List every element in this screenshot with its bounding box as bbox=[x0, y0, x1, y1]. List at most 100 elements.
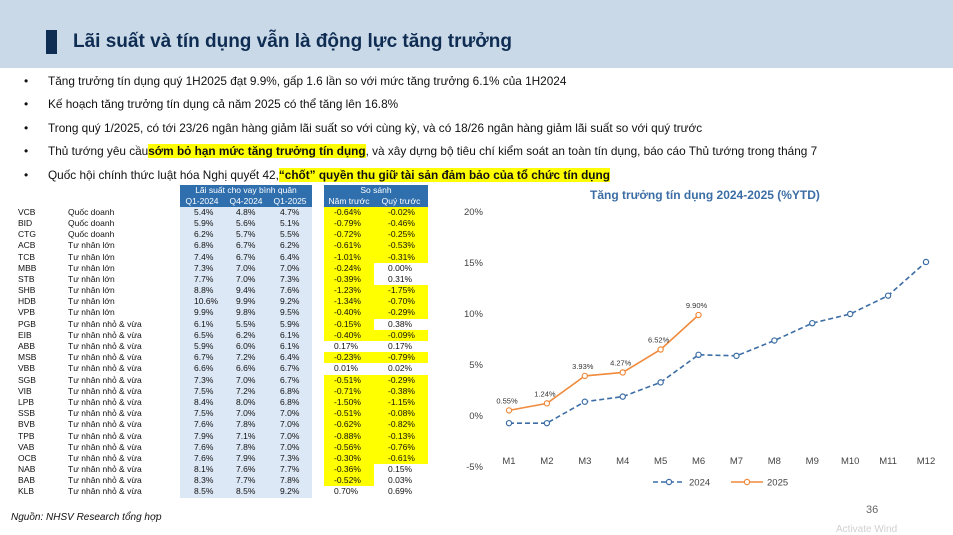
table-cell-rate-q1-2024: 7.4% bbox=[180, 251, 224, 263]
bullet-item: • Thủ tướng yêu cầu sớm bỏ hạn mức tăng … bbox=[24, 140, 924, 164]
table-cell-bank-group: Tư nhân lớn bbox=[68, 251, 115, 262]
x-tick-label: M12 bbox=[917, 456, 935, 467]
table-cell-rate-q1-2025: 9.5% bbox=[268, 307, 312, 319]
bullet-dot-icon: • bbox=[24, 120, 29, 135]
table-cell-bank-code: STB bbox=[18, 273, 35, 284]
table-cell-rate-q1-2024: 8.3% bbox=[180, 475, 224, 487]
table-cell-rate-q1-2025: 7.3% bbox=[268, 452, 312, 465]
bullet-text: Tăng trưởng tín dụng quý 1H2025 đạt 9.9%… bbox=[48, 73, 567, 88]
table-cell-rate-q4-2024: 5.6% bbox=[224, 217, 268, 230]
table-cell-rate-q1-2024: 6.1% bbox=[180, 318, 224, 330]
table-cell-bank-group: Tư nhân nhỏ & vừa bbox=[68, 419, 142, 430]
table-cell-rate-q4-2024: 7.2% bbox=[224, 352, 268, 364]
table-cell-change-qoq: -0.46% bbox=[374, 217, 428, 230]
table-cell-change-qoq: -0.82% bbox=[374, 419, 428, 431]
table-cell-rate-q1-2024: 6.7% bbox=[180, 352, 224, 364]
table-cell-bank-code: TPB bbox=[18, 430, 35, 441]
table-cell-rate-q1-2025: 7.6% bbox=[268, 285, 312, 297]
table-cell-change-yoy: -0.88% bbox=[324, 430, 374, 442]
table-cell-rate-q4-2024: 9.9% bbox=[224, 296, 268, 308]
table-cell-bank-code: ABB bbox=[18, 341, 36, 352]
table-cell-rate-q4-2024: 7.0% bbox=[224, 408, 268, 420]
chart-canvas: -5% 0% 5% 10% 15% 20% M1 M2 M3 M4 M5 M6 M7 M8 M9 M10 M11… bbox=[464, 207, 935, 489]
table-cell-rate-q1-2025: 6.4% bbox=[268, 251, 312, 263]
table-cell-rate-q1-2025: 6.8% bbox=[268, 385, 312, 397]
legend-label: 2024 bbox=[689, 478, 710, 489]
y-tick-label: 0% bbox=[469, 411, 483, 422]
table-cell-bank-group: Tư nhân lớn bbox=[68, 273, 115, 284]
table-cell-bank-group: Tư nhân nhỏ & vừa bbox=[68, 329, 142, 340]
bullet-text: Trong quý 1/2025, có tới 23/26 ngân hàng… bbox=[48, 120, 703, 135]
table-cell-change-qoq: 0.03% bbox=[388, 475, 413, 486]
table-cell-rate-q4-2024: 6.6% bbox=[224, 363, 268, 375]
table-cell-rate-q1-2025: 5.9% bbox=[268, 318, 312, 330]
credit-growth-chart: Tăng trưởng tín dụng 2024-2025 (%YTD) -5… bbox=[455, 180, 945, 500]
data-label-2025: 9.90% bbox=[686, 301, 708, 310]
table-cell-change-yoy: -1.23% bbox=[324, 285, 374, 297]
data-point-2024 bbox=[505, 419, 513, 427]
table-cell-change-qoq: -1.15% bbox=[374, 396, 428, 409]
column-header: Q4-2024 bbox=[224, 196, 268, 207]
table-cell-bank-group: Tư nhân nhỏ & vừa bbox=[68, 430, 142, 441]
table-cell-rate-q1-2025: 6.4% bbox=[268, 352, 312, 364]
table-cell-rate-q1-2024: 7.9% bbox=[180, 430, 224, 442]
table-cell-bank-group: Tư nhân nhỏ & vừa bbox=[68, 318, 142, 329]
table-cell-rate-q1-2024: 8.1% bbox=[180, 464, 224, 476]
table-cell-bank-code: EIB bbox=[18, 329, 32, 340]
table-cell-rate-q1-2024: 7.5% bbox=[180, 408, 224, 420]
data-point-2025 bbox=[581, 372, 589, 380]
table-cell-bank-code: VBB bbox=[18, 363, 36, 374]
table-cell-rate-q4-2024: 9.8% bbox=[224, 307, 268, 319]
table-cell-rate-q1-2025: 6.8% bbox=[268, 396, 312, 409]
table-cell-rate-q1-2025: 7.0% bbox=[268, 408, 312, 420]
table-cell-change-yoy: -0.36% bbox=[324, 464, 374, 476]
y-tick-label: 20% bbox=[464, 207, 484, 218]
bullet-dot-icon: • bbox=[24, 97, 29, 112]
x-tick-label: M8 bbox=[768, 456, 781, 467]
table-cell-change-qoq: -0.79% bbox=[374, 352, 428, 364]
table-cell-bank-code: VCB bbox=[18, 206, 36, 217]
table-cell-rate-q1-2025: 7.0% bbox=[268, 419, 312, 431]
data-label-2025: 0.55% bbox=[496, 396, 518, 405]
table-cell-rate-q1-2024: 5.9% bbox=[180, 341, 224, 353]
table-cell-change-qoq: 0.38% bbox=[388, 318, 413, 329]
table-cell-bank-code: OCB bbox=[18, 452, 37, 463]
table-cell-rate-q1-2025: 6.2% bbox=[268, 240, 312, 252]
table-cell-bank-group: Tư nhân nhỏ & vừa bbox=[68, 385, 142, 396]
table-cell-rate-q4-2024: 7.9% bbox=[224, 452, 268, 465]
table-cell-change-yoy: -1.34% bbox=[324, 296, 374, 308]
bullet-dot-icon: • bbox=[24, 144, 29, 159]
table-cell-change-yoy: 0.70% bbox=[334, 486, 359, 497]
bullet-highlight: “chốt” quyền thu giữ tài sản đảm bảo của… bbox=[278, 167, 610, 182]
table-cell-rate-q4-2024: 7.8% bbox=[224, 441, 268, 453]
x-tick-label: M2 bbox=[540, 456, 553, 467]
table-cell-change-yoy: -0.40% bbox=[324, 329, 374, 342]
table-cell-bank-code: NAB bbox=[18, 464, 36, 475]
bullet-item: • Kế hoạch tăng trưởng tín dụng cả năm 2… bbox=[24, 93, 924, 117]
table-cell-change-yoy: -1.01% bbox=[324, 251, 374, 263]
data-point-2024 bbox=[809, 319, 816, 327]
table-cell-bank-group: Tư nhân nhỏ & vừa bbox=[68, 464, 142, 475]
table-cell-bank-group: Tư nhân nhỏ & vừa bbox=[68, 396, 142, 407]
table-cell-rate-q1-2024: 8.4% bbox=[180, 396, 224, 409]
table-cell-change-yoy: -0.30% bbox=[324, 452, 374, 465]
table-cell-rate-q1-2025: 7.0% bbox=[268, 262, 312, 274]
legend-marker-2025 bbox=[743, 478, 751, 486]
table-cell-rate-q1-2025: 6.7% bbox=[268, 374, 312, 386]
column-header: Năm trước bbox=[324, 196, 374, 207]
bullet-dot-icon: • bbox=[24, 167, 29, 182]
x-tick-label: M5 bbox=[654, 456, 667, 467]
table-cell-rate-q4-2024: 9.4% bbox=[224, 285, 268, 297]
source-note: Nguồn: NHSV Research tổng hợp bbox=[11, 512, 162, 523]
table-cell-rate-q1-2024: 10.6% bbox=[180, 296, 224, 308]
data-point-2024 bbox=[695, 351, 702, 358]
table-cell-change-yoy: 0.17% bbox=[334, 341, 359, 352]
table-cell-rate-q1-2025: 7.3% bbox=[268, 273, 312, 286]
bullet-text: Kế hoạch tăng trưởng tín dụng cả năm 202… bbox=[48, 97, 399, 112]
table-cell-rate-q1-2024: 7.6% bbox=[180, 419, 224, 431]
y-tick-label: 15% bbox=[464, 258, 484, 269]
activation-watermark: Activate Wind bbox=[836, 524, 898, 535]
table-cell-bank-group: Tư nhân lớn bbox=[68, 296, 115, 307]
table-cell-change-qoq: 0.02% bbox=[388, 363, 413, 374]
table-cell-change-qoq: -0.70% bbox=[374, 296, 428, 308]
